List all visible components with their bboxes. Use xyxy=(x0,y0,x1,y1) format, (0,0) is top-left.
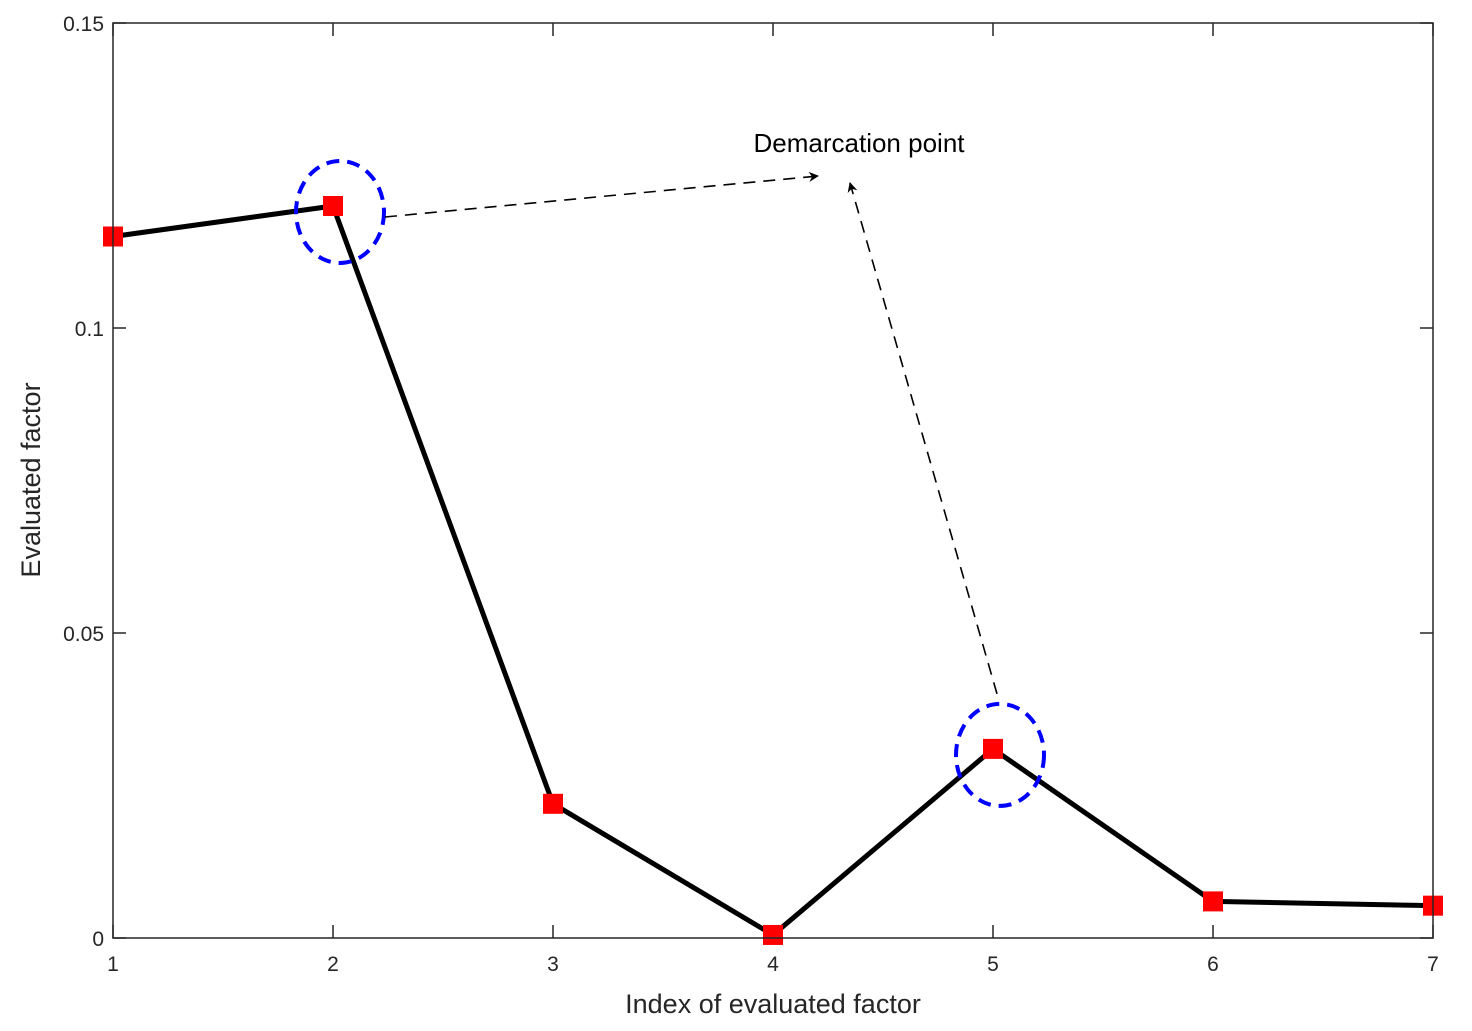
x-axis-label: Index of evaluated factor xyxy=(625,989,921,1019)
highlight-circle xyxy=(294,159,386,265)
annotation-label: Demarcation point xyxy=(754,128,966,158)
data-point-marker xyxy=(543,793,563,814)
y-tick-label: 0.1 xyxy=(75,318,104,341)
x-tick-label: 6 xyxy=(1207,953,1219,976)
annotation-arrow xyxy=(384,171,819,218)
x-tick-label: 2 xyxy=(327,953,339,976)
data-point-marker xyxy=(983,738,1003,759)
annotation: Demarcation point xyxy=(384,128,998,695)
x-tick-label: 4 xyxy=(767,953,779,976)
x-tick-label: 7 xyxy=(1427,953,1439,976)
annotation-arrow xyxy=(847,182,998,695)
highlight-circles xyxy=(294,159,1046,808)
y-tick-label: 0 xyxy=(92,928,104,951)
x-tick-label: 5 xyxy=(987,953,999,976)
y-axis-label: Evaluated factor xyxy=(16,382,46,577)
highlight-circle xyxy=(954,701,1046,808)
plot-frame xyxy=(112,22,1434,939)
data-point-marker xyxy=(763,924,783,945)
data-series xyxy=(103,196,1443,945)
x-tick-label: 1 xyxy=(107,953,119,976)
data-point-marker xyxy=(1203,891,1223,912)
y-tick-label: 0.15 xyxy=(63,13,104,36)
data-point-marker xyxy=(323,196,343,216)
plot-area xyxy=(113,23,1433,938)
tick-labels: 1 2 3 4 5 6 7 0 0.05 0.1 0.15 xyxy=(63,13,1439,976)
x-tick-label: 3 xyxy=(547,953,559,976)
y-tick-label: 0.05 xyxy=(63,623,104,646)
